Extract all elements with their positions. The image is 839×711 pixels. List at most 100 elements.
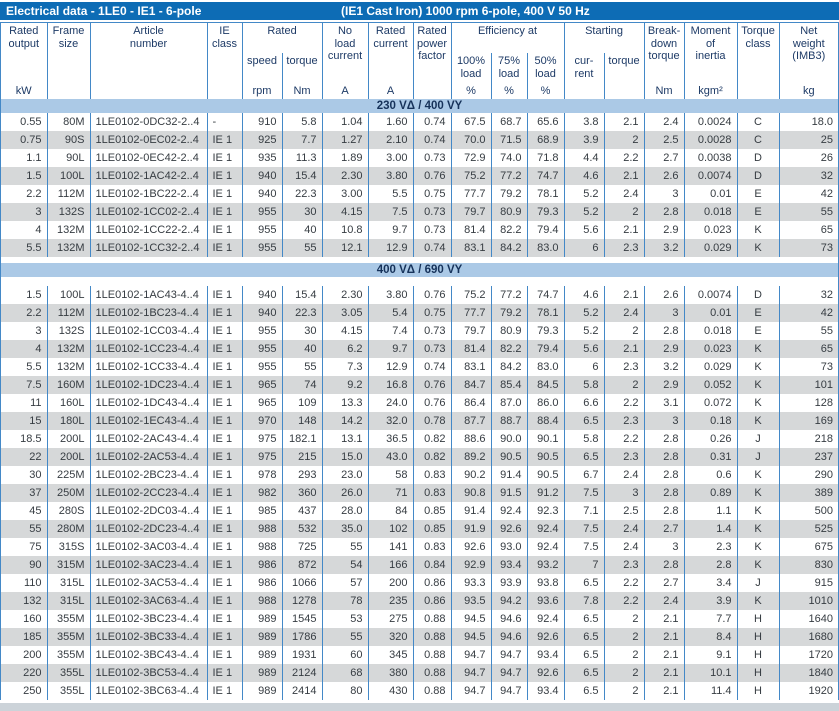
table-cell: 13.3 [321, 394, 369, 412]
table-cell: 93.2 [526, 556, 565, 574]
table-cell: 2.7 [643, 574, 685, 592]
table-cell: IE 1 [206, 538, 242, 556]
table-cell: 2.1 [643, 682, 685, 700]
table-cell: 2.3 [603, 556, 645, 574]
table-cell: 2.1 [643, 664, 685, 682]
table-cell: 1LE0102-3AC63-4..4 [89, 592, 207, 610]
table-cell: 0.76 [412, 167, 452, 185]
table-cell: 4.6 [563, 286, 605, 304]
table-cell: 0.26 [683, 430, 738, 448]
table-cell: 525 [778, 520, 839, 538]
table-cell: 92.9 [450, 556, 492, 574]
table-cell: 16.8 [367, 376, 414, 394]
table-cell: 955 [241, 239, 282, 257]
table-cell: 1LE0102-2AC53-4..4 [89, 448, 207, 466]
table-cell: 169 [778, 412, 839, 430]
table-cell: 7.5 [563, 520, 605, 538]
table-cell: 7.7 [683, 610, 738, 628]
table-cell: 42 [778, 304, 839, 322]
unit-blank [603, 80, 645, 99]
unit-kw: kW [15, 84, 32, 97]
table-cell: 1LE0102-1DC43-4..4 [89, 394, 207, 412]
table-cell: 2.8 [643, 448, 685, 466]
table-cell: 2.7 [643, 520, 685, 538]
table-cell: 0.88 [412, 628, 452, 646]
table-cell: 1.5 [1, 167, 47, 185]
table-cell: 88.6 [450, 430, 492, 448]
table-cell: 293 [281, 466, 323, 484]
table-cell: 93.8 [526, 574, 565, 592]
table-cell: 7.5 [563, 484, 605, 502]
table-cell: 1931 [281, 646, 323, 664]
table-cell: 10.1 [683, 664, 738, 682]
table-cell: K [736, 520, 780, 538]
table-cell: IE 1 [206, 610, 242, 628]
table-cell: 2.8 [643, 466, 685, 484]
table-cell: 2 [603, 610, 645, 628]
col-header-load-100: 100% load [450, 53, 492, 80]
table-cell: IE 1 [206, 628, 242, 646]
table-cell: 237 [778, 448, 839, 466]
table-cell: 1.5 [26, 289, 42, 301]
table-cell: 0.01 [683, 185, 738, 203]
table-cell: 0.0024 [683, 113, 738, 131]
col-header-frame-size: Frame size [46, 23, 90, 80]
table-cell: IE 1 [206, 304, 242, 322]
table-cell: 0.83 [412, 484, 452, 502]
col-header-rated-current: Rated current [367, 23, 414, 80]
table-cell: 2.2 [26, 188, 42, 200]
table-cell: 65 [778, 221, 839, 239]
table-cell: 93.0 [490, 538, 528, 556]
table-cell: 2.4 [603, 466, 645, 484]
table-cell: 965 [241, 394, 282, 412]
table-cell: 0.023 [683, 340, 738, 358]
table-cell: 8.4 [683, 628, 738, 646]
table-cell: 1786 [281, 628, 323, 646]
table-cell: 55 [778, 322, 839, 340]
col-header-rated-group: Rated [241, 23, 323, 53]
table-cell: 22.3 [281, 185, 323, 203]
table-cell: K [736, 340, 780, 358]
table-cell: 93.3 [450, 574, 492, 592]
table-cell: 0.072 [683, 394, 738, 412]
col-header-starting-group: Starting [563, 23, 645, 53]
table-cell: 9.7 [367, 221, 414, 239]
table-cell: D [736, 149, 780, 167]
table-cell: 7.5 [1, 376, 47, 394]
section-header-label: 400 VΔ / 690 VY [1, 263, 839, 277]
table-cell: 2.2 [603, 149, 645, 167]
table-cell: 3.1 [643, 394, 685, 412]
table-cell: 986 [241, 574, 282, 592]
table-cell: 79.3 [526, 203, 565, 221]
table-cell: 3 [643, 538, 685, 556]
table-cell: - [206, 113, 242, 131]
table-cell: 7.5 [367, 203, 414, 221]
table-cell: IE 1 [206, 412, 242, 430]
table-cell: 0.85 [412, 502, 452, 520]
table-cell: 6.5 [563, 682, 605, 700]
table-cell: 2.1 [603, 113, 645, 131]
section-header: 230 VΔ / 400 VY [1, 99, 839, 113]
table-cell: 91.2 [526, 484, 565, 502]
table-cell: 0.89 [683, 484, 738, 502]
table-cell: 1840 [778, 664, 839, 682]
table-cell: 90 [1, 556, 47, 574]
table-cell: 3.2 [643, 239, 685, 257]
table-cell: 112M [46, 304, 90, 322]
table-cell: 250M [46, 484, 90, 502]
col-header-speed: speed [241, 53, 282, 80]
table-cell: 280S [46, 502, 90, 520]
table-cell: 55 [281, 358, 323, 376]
table-cell: 94.7 [490, 646, 528, 664]
table-cell: 74 [281, 376, 323, 394]
table-cell: 1.60 [367, 113, 414, 131]
table-cell: 90.5 [490, 448, 528, 466]
table-cell: 71.8 [526, 149, 565, 167]
table-cell: 83.0 [526, 358, 565, 376]
table-cell: 83.1 [450, 358, 492, 376]
table-cell: 5.2 [563, 322, 605, 340]
table-cell: 4.15 [321, 203, 369, 221]
table-cell: 2.4 [643, 592, 685, 610]
table-cell: 1LE0102-1DC23-4..4 [89, 376, 207, 394]
table-cell: 109 [281, 394, 323, 412]
